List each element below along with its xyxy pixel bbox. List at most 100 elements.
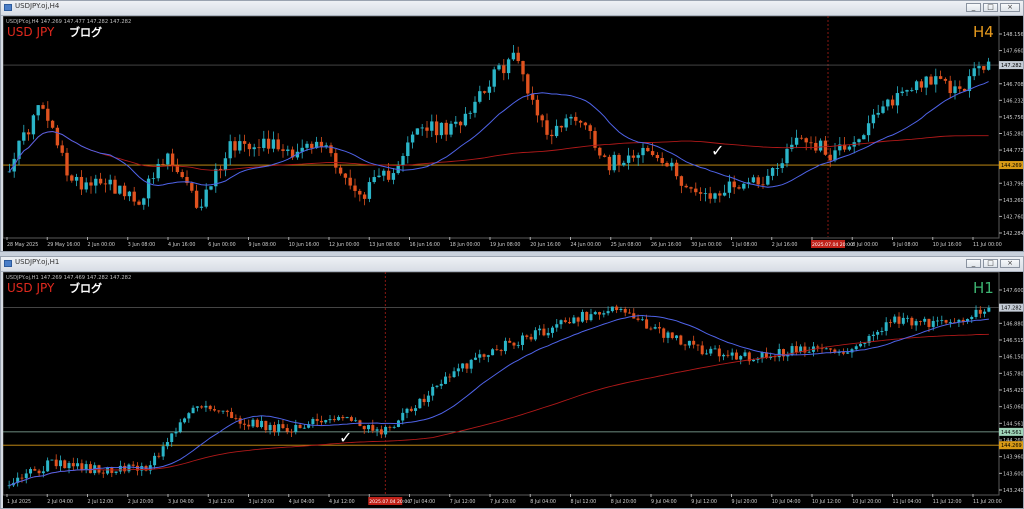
timeframe-label: H1: [973, 279, 994, 297]
chart-window-h4[interactable]: USDJPY.oj,H4 _ □ × 148.156 147.660 147.282…: [0, 0, 1024, 252]
candle-body: [923, 318, 927, 322]
candle-body: [430, 121, 434, 131]
candle-body: [602, 313, 606, 315]
candle-body: [709, 348, 713, 354]
candle-body: [833, 349, 837, 353]
candle-body: [266, 138, 271, 149]
candle-body: [516, 52, 520, 62]
maximize-button[interactable]: □: [983, 3, 998, 12]
candle-body: [492, 69, 496, 87]
price-label: 145.756: [1003, 115, 1023, 121]
window-titlebar-h1[interactable]: USDJPY.oj,H1 _ □ ×: [1, 257, 1023, 272]
candle-body: [310, 143, 314, 149]
candle-body: [50, 459, 54, 461]
candle-body: [674, 162, 679, 177]
minimize-button[interactable]: _: [966, 259, 981, 268]
candle-body: [602, 155, 607, 157]
candle-body: [540, 115, 544, 121]
candle-body: [367, 182, 372, 199]
candle-body: [717, 348, 721, 357]
candle-body: [401, 156, 405, 166]
candle-body: [180, 172, 184, 177]
time-label: 20 Jun 16:00: [530, 242, 560, 248]
candle-body: [392, 426, 396, 428]
timeframe-label: H4: [973, 23, 994, 41]
candle-body: [666, 332, 670, 338]
candle-body: [88, 464, 92, 474]
candle-body: [662, 328, 666, 338]
candlestick-chart-h1[interactable]: 147.600 147.282 146.880 146.515 146.150 145.7…: [3, 272, 1023, 508]
candle-body: [58, 460, 62, 467]
candle-body: [580, 311, 584, 322]
candle-body: [425, 127, 429, 131]
candle-body: [204, 405, 208, 408]
candle-body: [876, 112, 880, 115]
candle-body: [675, 335, 679, 339]
hline2-price-box: [999, 427, 1023, 436]
candle-body: [958, 86, 962, 89]
chart-area-h4[interactable]: 148.156 147.660 147.282 146.708 146.232 145.7…: [3, 16, 1023, 251]
close-button[interactable]: ×: [1000, 259, 1020, 268]
candle-body: [31, 115, 36, 135]
chart-window-h1[interactable]: USDJPY.oj,H1 _ □ × 147.600 147.282 146.880…: [0, 256, 1024, 509]
time-label: 11 Jul 00:00: [973, 242, 1002, 248]
price-label: 145.060: [1003, 405, 1023, 411]
candle-body: [234, 418, 238, 419]
candle-body: [252, 147, 256, 150]
candle-body: [972, 68, 976, 77]
candle-body: [645, 319, 649, 329]
candle-body: [118, 465, 122, 472]
time-highlight-box: [811, 240, 845, 248]
price-label: 143.240: [1003, 488, 1023, 494]
candle-body: [987, 307, 991, 312]
candle-body: [449, 123, 453, 135]
candle-body: [439, 383, 443, 386]
candle-body: [97, 465, 101, 473]
candle-body: [799, 137, 804, 139]
candle-body: [847, 146, 852, 150]
candle-body: [974, 309, 978, 317]
time-label: 9 Jun 08:00: [249, 242, 276, 248]
time-label: 3 Jun 08:00: [128, 242, 155, 248]
candlestick-chart-h4[interactable]: 148.156 147.660 147.282 146.708 146.232 145.7…: [3, 16, 1023, 251]
close-button[interactable]: ×: [1000, 3, 1020, 12]
candle-body: [764, 352, 768, 359]
candle-body: [101, 472, 105, 474]
price-label: 146.708: [1003, 82, 1023, 88]
candle-body: [343, 173, 348, 178]
candle-body: [223, 158, 228, 171]
candle-body: [751, 177, 756, 183]
candle-body: [290, 431, 294, 433]
time-label: 11 Jul 20:00: [973, 499, 1002, 505]
price-label: 145.420: [1003, 388, 1023, 394]
candle-body: [118, 185, 122, 194]
candle-body: [914, 321, 918, 326]
candle-body: [572, 317, 576, 324]
candle-body: [828, 154, 832, 161]
candle-body: [829, 348, 833, 350]
candle-body: [379, 429, 383, 435]
candle-body: [722, 354, 726, 357]
candle-body: [641, 147, 645, 156]
time-label: 29 May 16:00: [47, 242, 80, 248]
window-titlebar-h4[interactable]: USDJPY.oj,H4 _ □ ×: [1, 1, 1023, 16]
brand-label: USD JPY: [7, 281, 55, 295]
maximize-button[interactable]: □: [983, 259, 998, 268]
candle-body: [65, 152, 69, 176]
time-label: 4 Jul 12:00: [329, 499, 355, 505]
candle-body: [444, 122, 448, 135]
candle-body: [46, 460, 50, 472]
time-label: 18 Jun 00:00: [450, 242, 480, 248]
candle-body: [627, 312, 631, 314]
minimize-button[interactable]: _: [966, 3, 981, 12]
checkmark-icon: ✓: [339, 428, 352, 447]
candle-body: [559, 320, 563, 325]
price-label: 147.600: [1003, 288, 1023, 294]
candle-body: [486, 355, 490, 357]
candle-body: [713, 193, 717, 199]
hline-price-label: 144.269: [1001, 443, 1022, 449]
candle-body: [228, 141, 232, 159]
chart-area-h1[interactable]: 147.600 147.282 146.880 146.515 146.150 145.7…: [3, 272, 1023, 508]
candle-body: [324, 145, 328, 147]
time-label: 4 Jun 16:00: [168, 242, 195, 248]
